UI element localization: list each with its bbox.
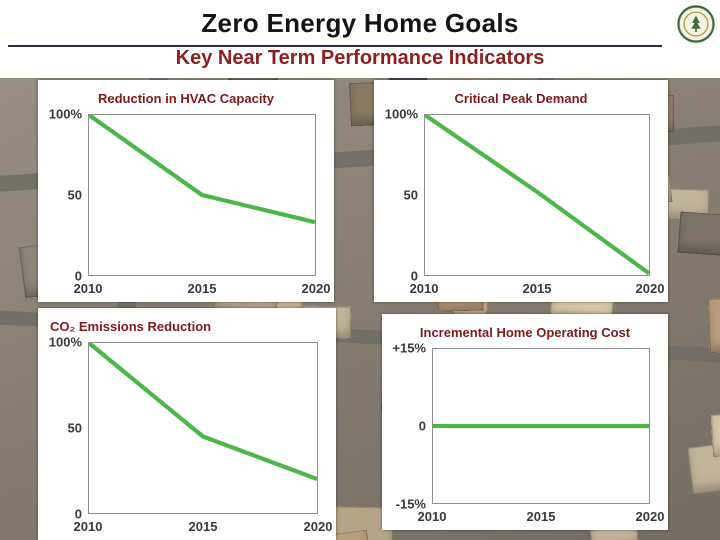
y-tick-label: 50 xyxy=(403,187,418,203)
y-tick-label: 100% xyxy=(384,106,418,122)
y-axis-labels: 100% 50 0 xyxy=(378,107,424,284)
x-axis-labels: 2010 2015 2020 xyxy=(74,276,331,300)
plot-area xyxy=(88,114,316,276)
x-tick-label: 2015 xyxy=(187,281,217,296)
chart-panel-operating-cost: Incremental Home Operating Cost +15% 0 -15… xyxy=(382,314,668,530)
y-tick-label: 0 xyxy=(74,268,82,284)
organization-seal-logo xyxy=(677,5,715,43)
chart-operating-cost: +15% 0 -15% 2010 2015 2020 xyxy=(382,341,668,530)
chart-critical-peak-demand: 100% 50 0 2010 2015 2020 xyxy=(374,107,668,302)
seal-icon xyxy=(677,5,715,43)
house-roof xyxy=(677,211,720,258)
x-tick-label: 2020 xyxy=(303,519,333,534)
x-axis-labels: 2010 2015 2020 xyxy=(74,514,333,538)
page-title: Zero Energy Home Goals xyxy=(201,8,519,38)
y-tick-label: 50 xyxy=(67,420,82,436)
y-tick-label: 100% xyxy=(48,106,82,122)
y-tick-label: +15% xyxy=(392,340,426,356)
chart-co2-emissions: 100% 50 0 2010 2015 2020 xyxy=(38,335,336,540)
x-tick-label: 2020 xyxy=(635,281,665,296)
slide-subtitle: Key Near Term Performance Indicators xyxy=(175,47,545,69)
title-underline-rule xyxy=(8,45,662,47)
y-tick-label: 50 xyxy=(67,187,82,203)
chart-panel-critical-peak-demand: Critical Peak Demand 100% 50 0 2010 2015 202… xyxy=(374,80,668,302)
y-tick-label: -15% xyxy=(395,496,426,512)
chart-panel-co2-emissions: CO₂ Emissions Reduction 100% 50 0 2010 2015… xyxy=(38,308,336,540)
house-roof xyxy=(708,297,720,353)
x-tick-label: 2015 xyxy=(188,519,218,534)
chart-hvac-capacity: 100% 50 0 2010 2015 2020 xyxy=(38,107,334,302)
plot-area xyxy=(88,342,318,514)
y-axis-labels: 100% 50 0 xyxy=(42,107,88,284)
house-roof xyxy=(710,411,720,458)
x-tick-label: 2015 xyxy=(526,509,556,524)
y-axis-labels: 100% 50 0 xyxy=(42,335,88,522)
y-tick-label: 0 xyxy=(410,268,418,284)
x-axis-labels: 2010 2015 2020 xyxy=(418,504,665,528)
x-tick-label: 2020 xyxy=(301,281,331,296)
x-tick-label: 2010 xyxy=(73,281,103,296)
y-tick-label: 0 xyxy=(418,418,426,434)
y-tick-label: 0 xyxy=(74,506,82,522)
chart-title: Reduction in HVAC Capacity xyxy=(97,90,274,106)
y-axis-labels: +15% 0 -15% xyxy=(386,341,432,512)
chart-panel-hvac-capacity: Reduction in HVAC Capacity 100% 50 0 2010 2… xyxy=(38,80,334,302)
chart-title: Incremental Home Operating Cost xyxy=(419,324,631,340)
x-tick-label: 2010 xyxy=(417,509,447,524)
chart-title: CO₂ Emissions Reduction xyxy=(50,318,212,334)
x-tick-label: 2020 xyxy=(635,509,665,524)
plot-area xyxy=(432,348,650,504)
x-axis-labels: 2010 2015 2020 xyxy=(410,276,665,300)
y-tick-label: 100% xyxy=(48,334,82,350)
slide-header: Zero Energy Home Goals Key Near Term Per… xyxy=(0,0,720,78)
plot-area xyxy=(424,114,650,276)
x-tick-label: 2010 xyxy=(409,281,439,296)
x-tick-label: 2010 xyxy=(73,519,103,534)
x-tick-label: 2015 xyxy=(522,281,552,296)
chart-title: Critical Peak Demand xyxy=(454,90,588,106)
